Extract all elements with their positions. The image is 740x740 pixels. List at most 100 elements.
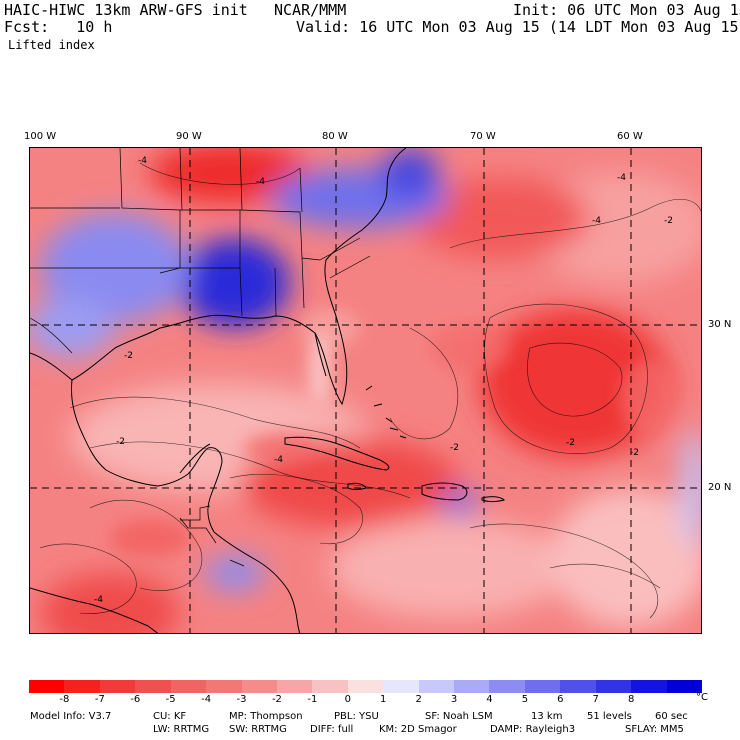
color-bar-swatch [595, 680, 632, 693]
color-bar-label: 1 [380, 694, 387, 705]
field-speckle-4 [620, 358, 680, 438]
microphysics-scheme: MP: Thompson [229, 711, 303, 722]
color-bar-swatch [631, 680, 667, 693]
contour-label-11: -2 [450, 443, 459, 453]
forecast-hour: Fcst: 10 h [4, 18, 113, 36]
lat-label-30n: 30 N [708, 319, 732, 330]
contour-label-4: -4 [592, 216, 601, 226]
field-speckle-6 [308, 333, 332, 403]
graticule [30, 148, 701, 633]
color-bar-label: -3 [236, 694, 247, 705]
color-bar-label: 3 [450, 694, 458, 705]
field-blue-southeast [180, 238, 290, 328]
field-pale-east [550, 488, 701, 628]
field-red-atlantic [480, 308, 670, 458]
color-bar-swatch [135, 680, 171, 693]
yucatan [179, 443, 211, 474]
bahamas [365, 385, 407, 439]
valid-time: Valid: 16 UTC Mon 03 Aug 15 (14 LDT Mon … [296, 18, 740, 36]
vertical-levels: 51 levels [587, 711, 632, 722]
contour-6 [449, 199, 701, 249]
color-bar-swatch [170, 680, 207, 693]
model-title: HAIC-HIWC 13km ARW-GFS init [4, 1, 248, 19]
color-bar-label: -6 [130, 694, 141, 705]
field-speckle-1 [110, 520, 190, 556]
color-bar-swatch [418, 680, 455, 693]
surface-layer-scheme: SFLAY: MM5 [625, 724, 684, 735]
shortwave-scheme: SW: RRTMG [229, 724, 287, 735]
contour-label-6: -2 [116, 437, 125, 447]
contour-11 [549, 563, 661, 589]
contour-4 [484, 303, 648, 454]
color-bar-label: 0 [344, 694, 351, 705]
contour-label-10: -4 [274, 455, 283, 465]
contour-label-3: -2 [664, 216, 673, 226]
field-speckle-3 [430, 323, 510, 373]
contour-labels: -4 -4 -2 -4 -2 -2 -2 -2 -4 -4 -2 -4 [94, 156, 673, 605]
border-us-mexico [30, 317, 73, 354]
time-step: 60 sec [655, 711, 688, 722]
contour-1 [139, 162, 301, 185]
color-bar-label: 2 [415, 694, 422, 705]
hispaniola [421, 482, 468, 501]
centam-coast [213, 531, 301, 633]
color-bar-swatch [64, 680, 100, 693]
border-centam [179, 517, 245, 567]
field-name: Lifted index [8, 38, 95, 52]
contour-label-9: -4 [94, 595, 103, 605]
contour-2 [69, 396, 361, 449]
color-bar-label: -5 [165, 694, 176, 705]
contour-3 [89, 441, 411, 499]
color-bar-swatch [29, 680, 65, 693]
color-bar-swatch [347, 680, 384, 693]
color-bar-label: 4 [486, 694, 493, 705]
color-bar-label: -2 [271, 694, 282, 705]
contour-label-2: -4 [617, 173, 626, 183]
cuba [284, 436, 390, 471]
contour-5 [527, 342, 623, 417]
color-bar-swatch [489, 680, 525, 693]
longwave-scheme: LW: RRTMG [153, 724, 210, 735]
color-bar-label: 6 [557, 694, 564, 705]
lon-label-100w: 100 W [24, 131, 57, 142]
lon-label-80w: 80 W [322, 131, 348, 142]
color-bar-label: -7 [94, 694, 105, 705]
color-bar-swatch [241, 680, 277, 693]
field-blue-texas [30, 298, 115, 358]
jamaica [347, 482, 367, 490]
field-red-mexico [40, 573, 180, 633]
color-bar-swatch [560, 680, 596, 693]
lifted-index-map: -4 -4 -2 -4 -2 -2 -2 -2 -4 -4 -2 -4 [29, 147, 702, 634]
contour-label-8: -2 [566, 438, 575, 448]
border-states-6 [30, 207, 180, 269]
gulf-coast [30, 148, 407, 406]
pacific-coast [30, 587, 159, 633]
contour-label-12: -4 [138, 156, 147, 166]
color-bar-label: -8 [59, 694, 70, 705]
diffusion-scheme: DIFF: full [310, 724, 354, 735]
color-bar-swatch [524, 680, 561, 693]
contour-12 [39, 543, 137, 614]
damping-scheme: DAMP: Rayleigh3 [490, 724, 576, 735]
color-bar-swatch [383, 680, 419, 693]
border-states-5 [179, 148, 303, 213]
field-speckle-2 [245, 434, 315, 462]
init-time: Init: 06 UTC Mon 03 Aug 15 [513, 1, 740, 19]
color-bar-label: 8 [627, 694, 635, 705]
contour-7 [389, 327, 459, 440]
pbl-scheme: PBL: YSU [334, 711, 379, 722]
color-bar-label: -4 [201, 694, 212, 705]
cumulus-scheme: CU: KF [153, 711, 187, 722]
color-bar-label: 5 [521, 694, 529, 705]
lon-label-60w: 60 W [617, 131, 643, 142]
color-bar-swatch [454, 680, 490, 693]
color-bar-swatch [312, 680, 348, 693]
map-svg: -4 -4 -2 -4 -2 -2 -2 -2 -4 -4 -2 -4 [30, 148, 701, 633]
color-bar [29, 680, 703, 693]
lon-label-90w: 90 W [176, 131, 202, 142]
contour-8 [89, 499, 203, 591]
lat-label-20n: 20 N [708, 482, 732, 493]
grid-spacing: 13 km [531, 711, 563, 722]
color-bar-labels: -8 -7 -6 -5 -4 -3 -2 -1 0 1 2 3 4 5 6 7 8 °C [29, 692, 719, 706]
field-blue-centam [205, 555, 265, 591]
